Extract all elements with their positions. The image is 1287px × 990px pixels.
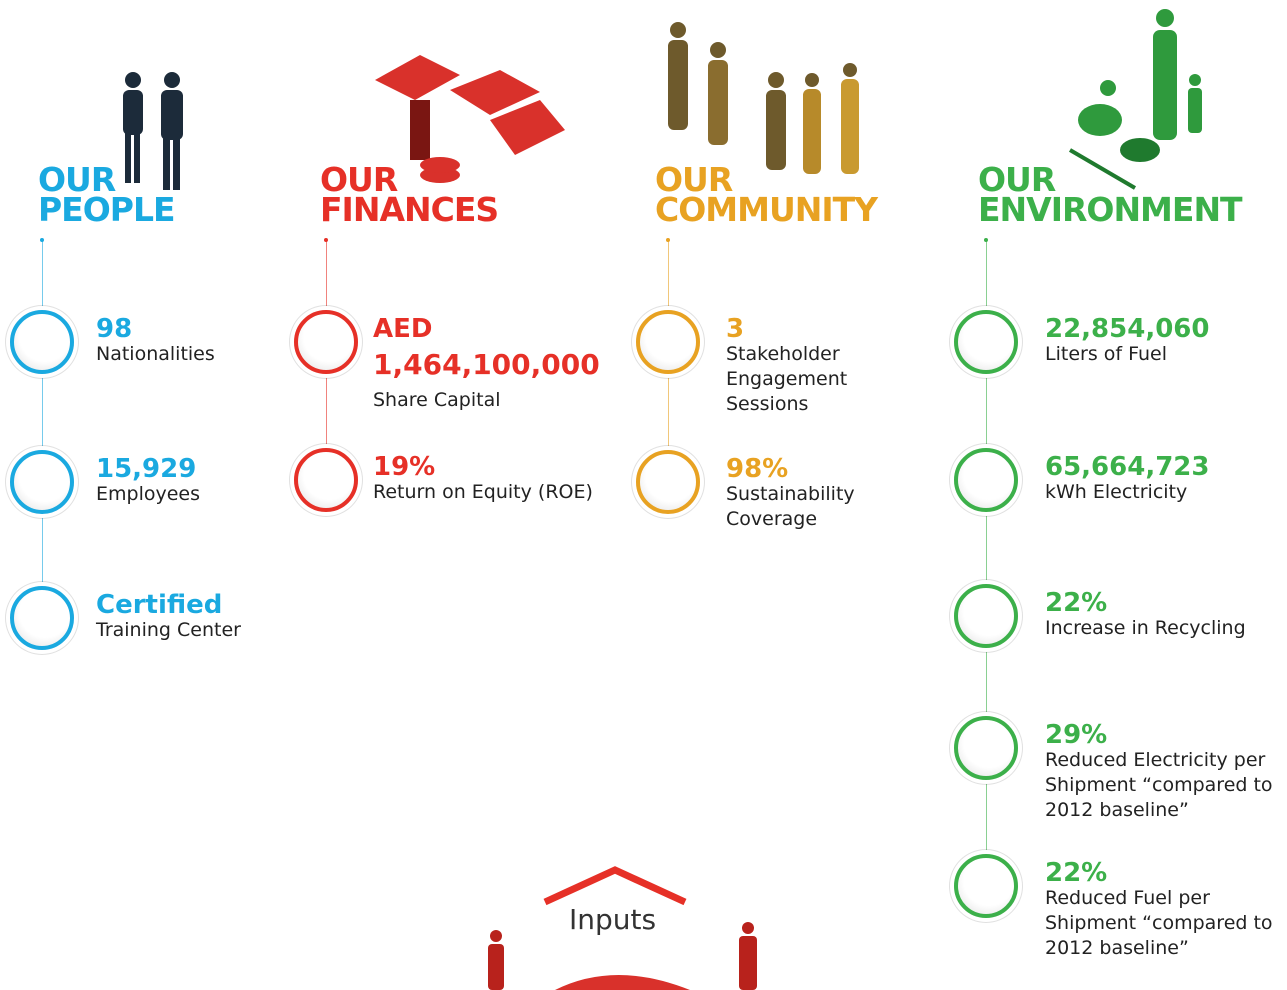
footer-title: Inputs [569, 903, 657, 936]
column-title: OUR [320, 160, 398, 199]
timeline-dot [666, 238, 670, 242]
item-value: 65,664,723 [1045, 452, 1210, 482]
column-title: COMMUNITY [655, 190, 878, 229]
item-value: AED [373, 314, 433, 344]
item-label: Stakeholder Engagement Sessions [726, 343, 848, 415]
item-label: Liters of Fuel [1045, 343, 1168, 365]
item-label: Share Capital [373, 389, 501, 411]
item-value: 22,854,060 [1045, 314, 1210, 344]
item-value: 98% [726, 454, 789, 484]
item-circle [954, 448, 1018, 512]
community-figures [668, 22, 859, 174]
item-label: kWh Electricity [1045, 481, 1188, 503]
item-value: 1,464,100,000 [373, 348, 600, 381]
item-circle [294, 310, 358, 374]
timeline-dot [40, 238, 44, 242]
environment-figures [1068, 9, 1202, 190]
item-label: Reduced Electricity per Shipment “compar… [1045, 749, 1273, 821]
timeline-dot [324, 238, 328, 242]
footer-graphic [488, 866, 757, 990]
item-circle [10, 310, 74, 374]
item-label: Reduced Fuel per Shipment “compared to 2… [1045, 887, 1273, 959]
timeline [41, 240, 43, 618]
item-circle [10, 450, 74, 514]
item-label: Employees [96, 483, 200, 505]
column-title: FINANCES [320, 190, 499, 229]
item-value: 29% [1045, 720, 1108, 750]
item-circle [954, 716, 1018, 780]
item-label: Training Center [96, 619, 241, 641]
item-value: Certified [96, 590, 223, 620]
item-label: Return on Equity (ROE) [373, 481, 593, 503]
item-circle [10, 586, 74, 650]
item-value: 22% [1045, 588, 1108, 618]
item-value: 19% [373, 452, 436, 482]
item-value: 98 [96, 314, 133, 344]
item-circle [636, 450, 700, 514]
timeline [985, 240, 987, 886]
column-title: OUR [38, 160, 116, 199]
item-label: Nationalities [96, 343, 215, 365]
column-title: OUR [655, 160, 733, 199]
item-circle [954, 310, 1018, 374]
item-circle [636, 310, 700, 374]
item-value: 3 [726, 314, 745, 344]
item-circle [294, 448, 358, 512]
timeline-dot [984, 238, 988, 242]
item-value: 15,929 [96, 454, 197, 484]
people-figures [123, 72, 183, 190]
column-title: PEOPLE [38, 190, 176, 229]
item-value: 22% [1045, 858, 1108, 888]
column-title: ENVIRONMENT [978, 190, 1243, 229]
column-title: OUR [978, 160, 1056, 199]
item-circle [954, 584, 1018, 648]
item-label: Increase in Recycling [1045, 617, 1246, 639]
item-label: Sustainability Coverage [726, 483, 855, 530]
finance-figures [375, 55, 565, 183]
item-circle [954, 854, 1018, 918]
